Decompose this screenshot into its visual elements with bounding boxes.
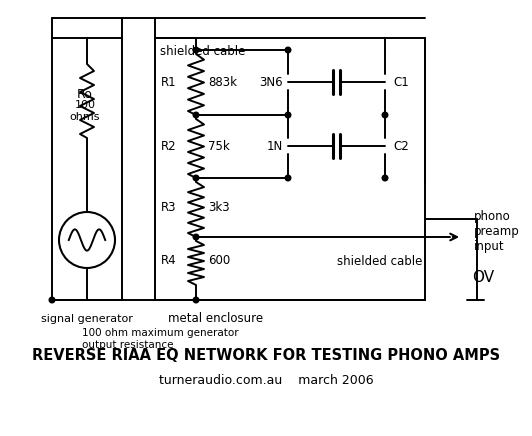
Text: metal enclosure: metal enclosure [169,312,263,325]
Circle shape [193,112,199,118]
Circle shape [49,297,55,303]
Text: R3: R3 [161,201,176,214]
Bar [52,38,122,300]
Text: R1: R1 [160,76,176,89]
Circle shape [193,234,199,240]
Bar [155,38,425,300]
Text: 1N: 1N [267,140,283,153]
Text: 600: 600 [208,255,230,268]
Text: 3N6: 3N6 [260,76,283,89]
Text: R2: R2 [160,140,176,153]
Circle shape [285,175,291,181]
Text: signal generator: signal generator [41,314,133,324]
Circle shape [382,112,388,118]
Text: 75k: 75k [208,140,230,153]
Text: 3k3: 3k3 [208,201,230,214]
Text: REVERSE RIAA EQ NETWORK FOR TESTING PHONO AMPS: REVERSE RIAA EQ NETWORK FOR TESTING PHON… [32,348,500,364]
Text: C1: C1 [393,76,409,89]
Circle shape [193,47,199,53]
Circle shape [285,47,291,53]
Text: shielded cable: shielded cable [337,255,423,268]
Text: C2: C2 [393,140,409,153]
Text: shielded cable: shielded cable [160,45,245,58]
Text: Ro: Ro [77,88,93,101]
Circle shape [285,112,291,118]
Text: phono
preamp
input: phono preamp input [474,211,520,253]
Text: turneraudio.com.au    march 2006: turneraudio.com.au march 2006 [159,374,373,386]
Circle shape [382,175,388,181]
Circle shape [193,175,199,181]
Text: 100
ohms: 100 ohms [70,100,100,122]
Circle shape [193,297,199,303]
Text: R4: R4 [160,255,176,268]
Text: 100 ohm maximum generator
output resistance: 100 ohm maximum generator output resista… [82,328,239,350]
Text: OV: OV [472,270,494,286]
Text: 883k: 883k [208,76,237,89]
